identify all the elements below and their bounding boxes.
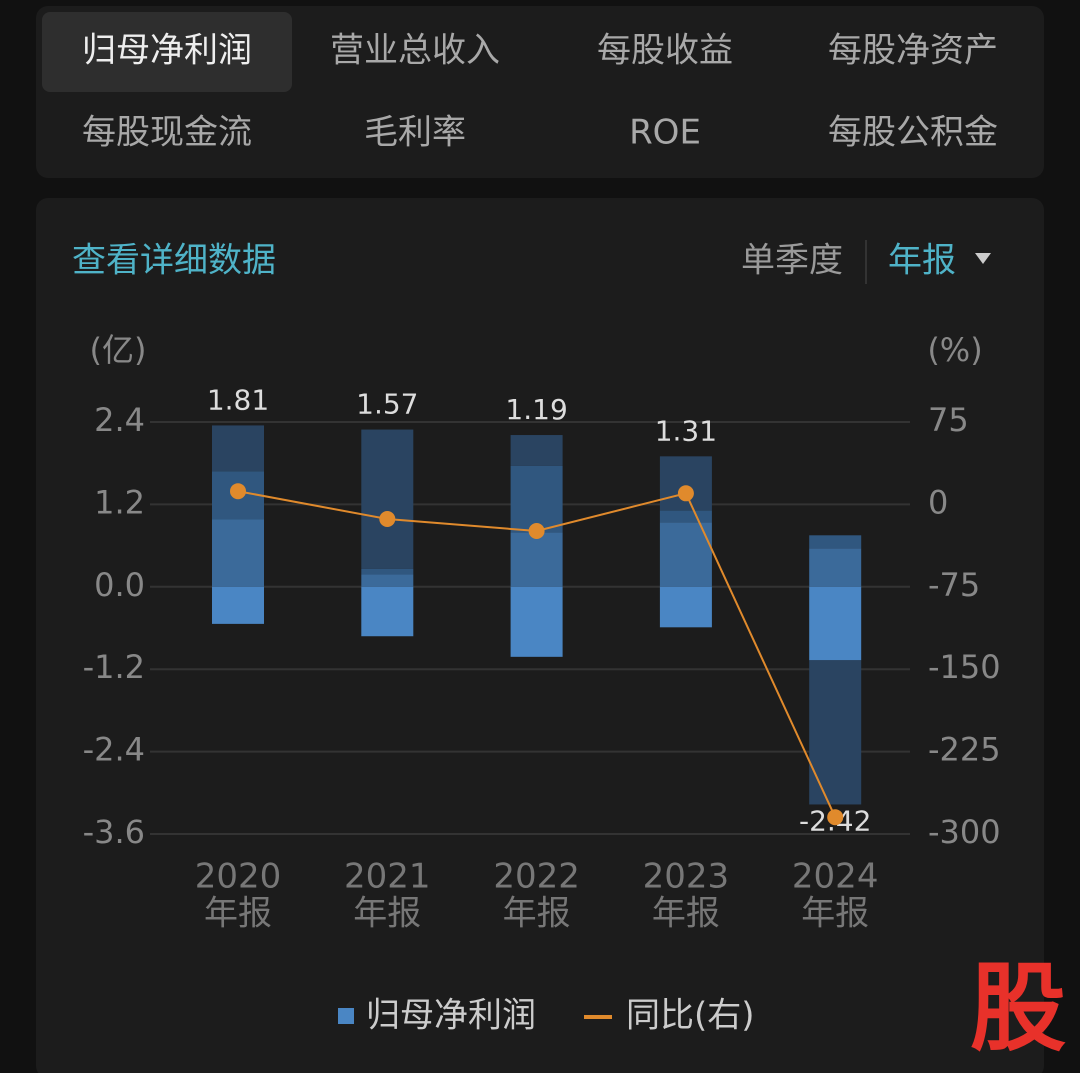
- y2-tick-label: 0: [928, 483, 948, 521]
- x-tick-sublabel: 年报: [353, 894, 421, 934]
- dropdown-arrow[interactable]: [975, 253, 991, 264]
- tab[interactable]: 毛利率: [364, 113, 466, 153]
- y2-tick-label: -225: [928, 731, 1001, 769]
- bar-segment: [809, 548, 862, 587]
- tab[interactable]: 归母净利润: [82, 31, 252, 71]
- x-tick-sublabel: 年报: [801, 894, 869, 934]
- watermark: 股: [970, 952, 1066, 1064]
- y-tick-label: 2.4: [94, 401, 145, 439]
- x-tick-label: 2023: [643, 857, 730, 897]
- y2-tick-label: -150: [928, 648, 1001, 686]
- y-tick-label: -3.6: [83, 813, 145, 851]
- tab[interactable]: ROE: [629, 113, 701, 153]
- bar-segment: [212, 519, 264, 587]
- legend-label: 归母净利润: [366, 996, 536, 1036]
- bar-segment: [510, 586, 563, 657]
- tab[interactable]: 每股净资产: [828, 31, 998, 71]
- tab[interactable]: 每股收益: [597, 31, 733, 71]
- value-label: 1.19: [505, 393, 567, 426]
- x-tick-label: 2024: [792, 857, 879, 897]
- y2-unit: (%): [927, 331, 982, 369]
- y-unit: (亿): [90, 331, 147, 369]
- yoy-point: [230, 483, 246, 500]
- period-option[interactable]: 年报: [888, 241, 956, 281]
- detail-link[interactable]: 查看详细数据: [72, 241, 276, 281]
- tab[interactable]: 每股现金流: [82, 113, 252, 153]
- bar-segment: [510, 532, 563, 587]
- value-label: 1.57: [356, 388, 418, 421]
- bar-segment: [659, 586, 712, 628]
- y-tick-label: 0.0: [94, 566, 145, 604]
- bar-segment: [510, 465, 563, 533]
- value-label: 1.81: [207, 383, 269, 416]
- legend-label: 同比(右): [626, 996, 755, 1036]
- y-tick-label: -2.4: [83, 731, 145, 769]
- y2-tick-label: -75: [928, 566, 980, 604]
- x-tick-label: 2020: [195, 857, 282, 897]
- y-tick-label: -1.2: [83, 648, 145, 686]
- bar-segment: [361, 429, 414, 569]
- bar-segment: [809, 535, 862, 549]
- bar-segment: [212, 586, 264, 624]
- y-tick-label: 1.2: [94, 483, 145, 521]
- y2-tick-label: 75: [928, 401, 969, 439]
- tab[interactable]: 营业总收入: [330, 31, 500, 71]
- bar-segment: [809, 660, 862, 805]
- x-tick-label: 2021: [344, 857, 431, 897]
- x-tick-label: 2022: [493, 857, 580, 897]
- bar-segment: [361, 574, 414, 587]
- value-label: 1.31: [655, 414, 717, 447]
- bar-segment: [659, 456, 712, 511]
- yoy-point: [528, 522, 545, 539]
- yoy-point: [379, 511, 396, 528]
- yoy-point: [677, 485, 694, 502]
- x-tick-sublabel: 年报: [503, 894, 571, 934]
- x-tick-sublabel: 年报: [204, 894, 272, 934]
- yoy-point: [827, 809, 844, 826]
- y2-tick-label: -300: [928, 813, 1001, 851]
- legend-swatch: [338, 1008, 354, 1024]
- bar-segment: [212, 425, 264, 472]
- bar-segment: [809, 586, 862, 661]
- bar-segment: [361, 586, 414, 637]
- tab[interactable]: 每股公积金: [828, 113, 998, 153]
- bar-segment: [510, 435, 563, 466]
- x-tick-sublabel: 年报: [652, 894, 720, 934]
- tab-selected-bg: [42, 12, 292, 92]
- period-option[interactable]: 单季度: [741, 241, 843, 281]
- bar-segment: [361, 568, 414, 575]
- bar-segment: [659, 510, 712, 523]
